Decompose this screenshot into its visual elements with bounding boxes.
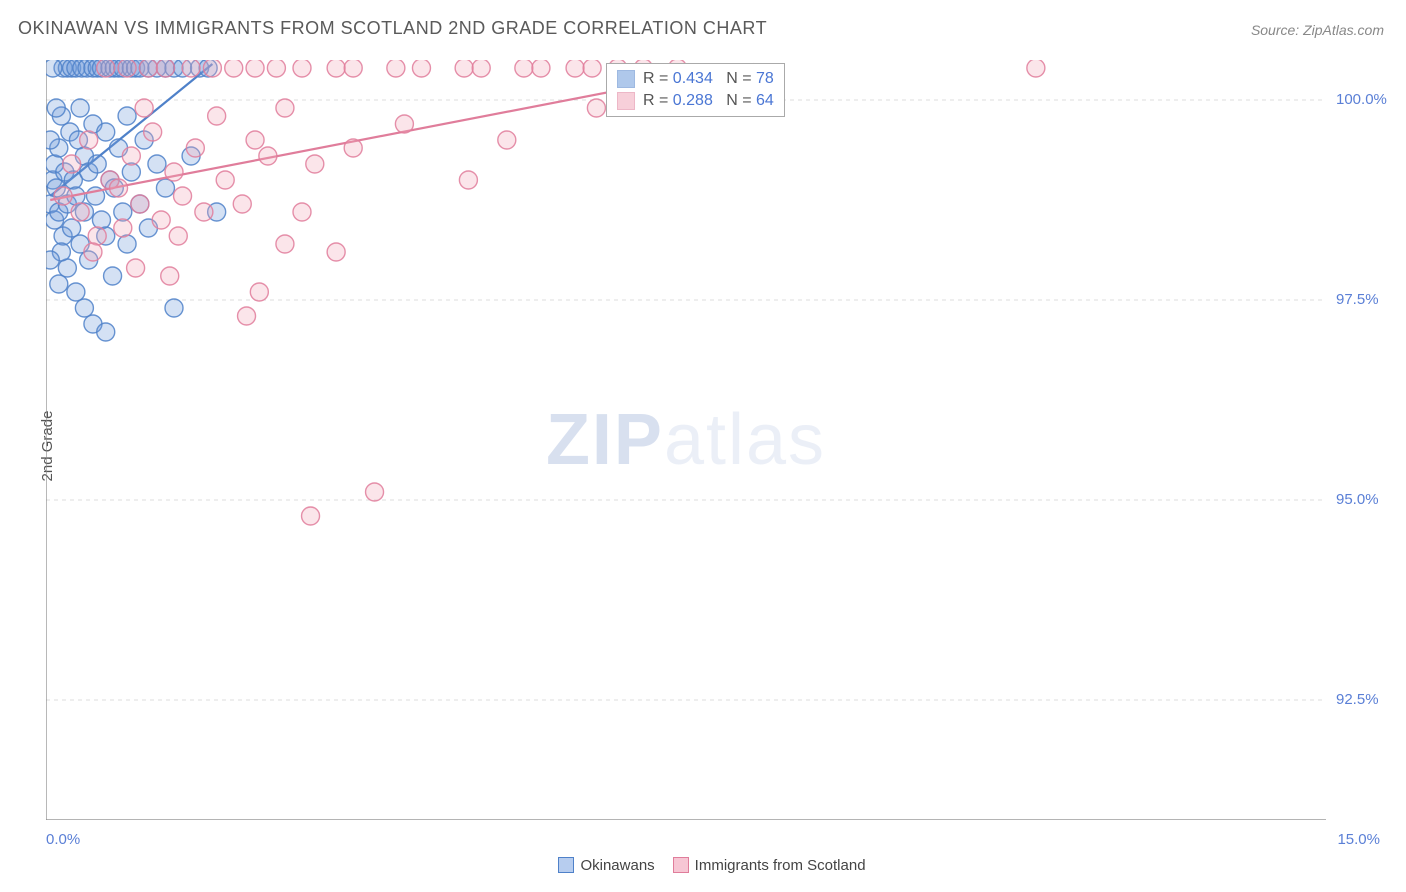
legend-items: Okinawans Immigrants from Scotland [540,857,865,874]
stats-row: R = 0.434 N = 78 [617,68,774,90]
chart-title: OKINAWAN VS IMMIGRANTS FROM SCOTLAND 2ND… [18,18,767,39]
y-tick-label: 95.0% [1336,491,1400,508]
plot-area: ZIPatlas R = 0.434 N = 78R = 0.288 N = 6… [46,60,1326,820]
stats-legend: R = 0.434 N = 78 R = 0.288 N = 64 [606,63,785,117]
legend-label: Immigrants from Scotland [695,857,866,874]
y-tick-label: 92.5% [1336,691,1400,708]
x-axis-min-label: 0.0% [46,831,80,848]
stats-row: R = 0.288 N = 64 [617,90,774,112]
stats-text: R = 0.288 N = 64 [643,92,774,110]
legend-swatch [558,857,574,873]
chart-container: OKINAWAN VS IMMIGRANTS FROM SCOTLAND 2ND… [0,0,1406,892]
series-swatch [617,92,635,110]
series-swatch [617,70,635,88]
y-tick-label: 100.0% [1336,91,1400,108]
legend-label: Okinawans [580,857,654,874]
x-axis-max-label: 15.0% [1337,831,1380,848]
scatter-chart [46,60,1326,820]
stats-text: R = 0.434 N = 78 [643,70,774,88]
source-attribution: Source: ZipAtlas.com [1251,22,1384,38]
bottom-legend: Okinawans Immigrants from Scotland [0,857,1406,874]
y-tick-label: 97.5% [1336,291,1400,308]
legend-swatch [673,857,689,873]
